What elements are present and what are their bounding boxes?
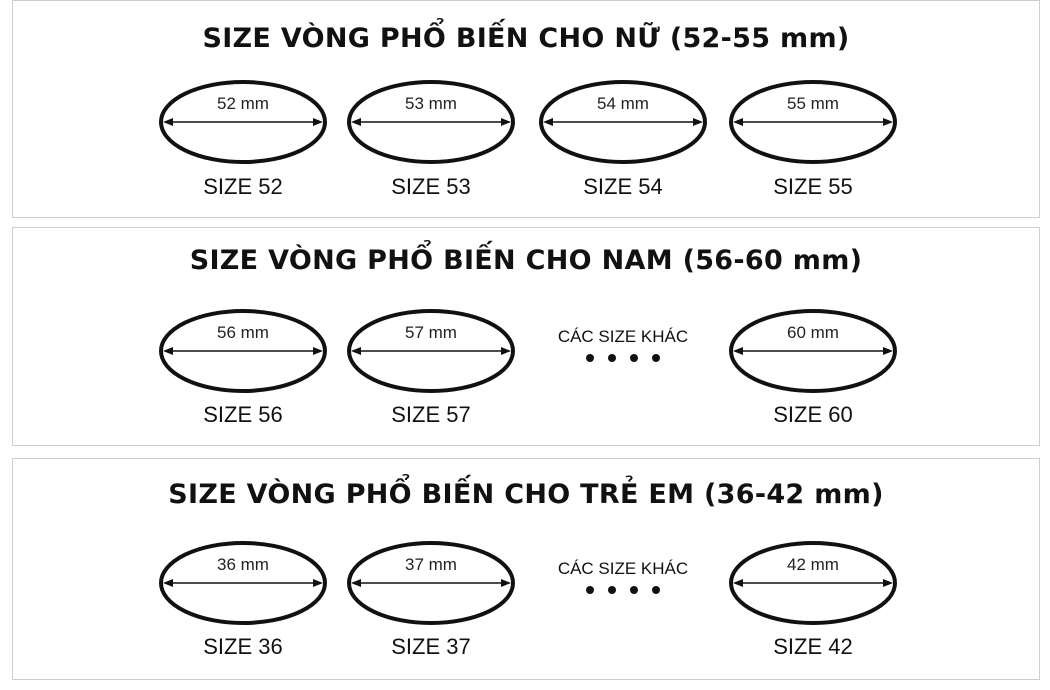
size-label: SIZE 56 — [203, 402, 283, 427]
other-sizes-label: CÁC SIZE KHÁC — [557, 559, 689, 578]
diameter-label: 42 mm — [787, 555, 839, 574]
ring-diagram: 42 mm — [728, 535, 898, 635]
other-sizes: CÁC SIZE KHÁC — [533, 327, 713, 367]
ring-diagram: 57 mm — [346, 303, 516, 403]
diameter-label: 52 mm — [217, 94, 269, 113]
diameter-label: 36 mm — [217, 555, 269, 574]
diameter-label: 60 mm — [787, 323, 839, 342]
diameter-label: 54 mm — [597, 94, 649, 113]
diameter-label: 56 mm — [217, 323, 269, 342]
size-label: SIZE 57 — [391, 402, 471, 427]
diameter-label: 53 mm — [405, 94, 457, 113]
size-label: SIZE 42 — [773, 634, 853, 659]
ring-diagram: 52 mm — [158, 74, 328, 174]
panel-children: SIZE VÒNG PHỔ BIẾN CHO TRẺ EM (36-42 mm)… — [12, 458, 1040, 680]
panel-men: SIZE VÒNG PHỔ BIẾN CHO NAM (56-60 mm) 56… — [12, 227, 1040, 446]
ring-diagram: 53 mm — [346, 74, 516, 174]
ring-diagram: 54 mm — [538, 74, 708, 174]
ellipsis-dots — [533, 581, 713, 599]
diameter-label: 57 mm — [405, 323, 457, 342]
panel-title: SIZE VÒNG PHỔ BIẾN CHO NAM (56-60 mm) — [189, 245, 863, 276]
ellipsis-dots — [533, 349, 713, 367]
other-sizes: CÁC SIZE KHÁC — [533, 559, 713, 599]
diameter-label: 37 mm — [405, 555, 457, 574]
ring-diagram: 37 mm — [346, 535, 516, 635]
ring-diagram: 55 mm — [728, 74, 898, 174]
size-label: SIZE 54 — [583, 174, 663, 199]
size-label: SIZE 53 — [391, 174, 471, 199]
panel-women: SIZE VÒNG PHỔ BIẾN CHO NỮ (52-55 mm) 52 … — [12, 0, 1040, 218]
other-sizes-label: CÁC SIZE KHÁC — [557, 327, 689, 346]
ring-diagram: 60 mm — [728, 303, 898, 403]
ring-diagram: 56 mm — [158, 303, 328, 403]
diameter-label: 55 mm — [787, 94, 839, 113]
size-label: SIZE 36 — [203, 634, 283, 659]
size-label: SIZE 52 — [203, 174, 283, 199]
size-label: SIZE 55 — [773, 174, 853, 199]
panel-title: SIZE VÒNG PHỔ BIẾN CHO NỮ (52-55 mm) — [202, 23, 850, 54]
ring-diagram: 36 mm — [158, 535, 328, 635]
size-label: SIZE 37 — [391, 634, 471, 659]
panel-title: SIZE VÒNG PHỔ BIẾN CHO TRẺ EM (36-42 mm) — [168, 479, 884, 510]
size-label: SIZE 60 — [773, 402, 853, 427]
